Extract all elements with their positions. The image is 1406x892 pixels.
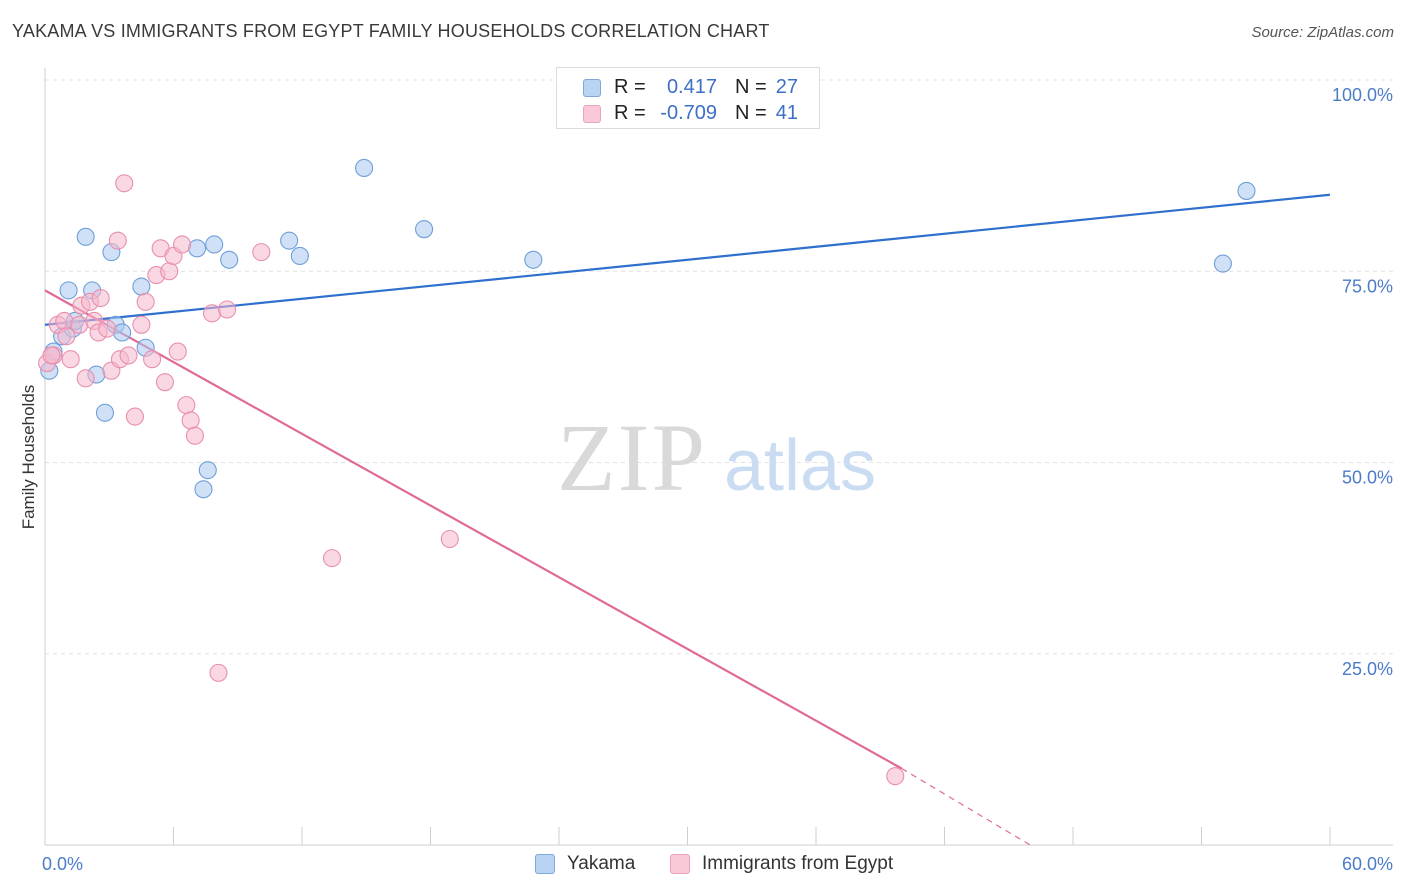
point-egypt — [55, 311, 74, 331]
point-egypt — [185, 426, 204, 445]
data-points — [38, 158, 1256, 786]
point-yakama — [198, 461, 217, 480]
point-egypt — [98, 319, 117, 338]
legend-n-label: N = — [735, 102, 767, 124]
legend-r-label: R = — [614, 102, 646, 124]
legend-label-yakama: Yakama — [567, 853, 636, 874]
point-yakama — [132, 277, 151, 296]
point-egypt — [173, 235, 192, 254]
point-egypt — [76, 369, 95, 388]
legend-r-label: R = — [614, 76, 646, 98]
point-yakama — [205, 235, 224, 254]
point-egypt — [886, 767, 905, 786]
point-yakama — [95, 403, 115, 422]
legend-swatch-yakama — [535, 854, 555, 874]
y-tick-label: 100.0% — [1332, 85, 1393, 105]
point-yakama — [280, 231, 299, 250]
series-legend: Yakama Immigrants from Egypt — [0, 851, 1406, 879]
point-egypt — [155, 373, 174, 392]
point-yakama — [113, 323, 132, 342]
trend-line-yakama — [44, 193, 1331, 326]
chart-title: YAKAMA VS IMMIGRANTS FROM EGYPT FAMILY H… — [12, 21, 770, 41]
tick-labels: 25.0% 50.0% 75.0% 100.0% 0.0% 60.0% — [42, 85, 1393, 874]
legend-label-egypt: Immigrants from Egypt — [702, 853, 894, 874]
legend-n-value-egypt: 41 — [775, 102, 798, 124]
point-egypt — [209, 663, 228, 682]
trend-line-egypt — [44, 289, 903, 770]
point-egypt — [177, 396, 196, 415]
point-egypt — [181, 411, 200, 430]
y-axis-label: Family Households — [19, 385, 38, 530]
point-yakama — [188, 239, 207, 258]
point-yakama — [76, 227, 95, 246]
point-egypt — [42, 346, 61, 365]
point-egypt — [119, 346, 138, 365]
legend-swatch-egypt — [670, 854, 690, 874]
point-egypt — [132, 315, 151, 334]
axes — [44, 68, 1393, 846]
legend-swatch-yakama — [583, 79, 601, 97]
source-label: Source: ZipAtlas.com — [1251, 24, 1394, 41]
point-egypt — [143, 350, 162, 369]
point-yakama — [290, 246, 309, 265]
point-yakama — [355, 158, 374, 178]
point-egypt — [252, 243, 271, 262]
point-egypt — [125, 407, 144, 426]
legend-r-value-yakama: 0.417 — [666, 76, 717, 98]
watermark-atlas: atlas — [724, 426, 876, 506]
watermark-zip: ZIP — [557, 404, 707, 511]
point-egypt — [160, 262, 179, 281]
y-tick-label: 50.0% — [1342, 468, 1393, 488]
gridlines — [45, 79, 1393, 655]
y-tick-label: 25.0% — [1342, 659, 1393, 679]
point-yakama — [524, 250, 543, 269]
x-tick-label: 60.0% — [1342, 854, 1393, 874]
y-tick-label: 75.0% — [1342, 276, 1393, 296]
point-yakama — [1213, 254, 1232, 273]
trend-lines — [44, 193, 1331, 846]
point-egypt — [61, 350, 80, 369]
point-egypt — [136, 292, 155, 311]
legend-n-label: N = — [735, 76, 767, 98]
point-yakama — [220, 250, 239, 269]
correlation-legend: R = 0.417 N = 27 R = -0.709 N = 41 — [556, 67, 820, 129]
point-egypt — [91, 288, 110, 308]
legend-swatch-egypt — [583, 105, 601, 123]
legend-n-value-yakama: 27 — [775, 76, 798, 98]
point-yakama — [194, 480, 213, 499]
point-yakama — [415, 220, 434, 239]
point-egypt — [322, 549, 342, 568]
point-egypt — [70, 315, 89, 334]
point-yakama — [59, 281, 78, 300]
watermark: ZIP atlas — [557, 404, 876, 511]
x-tick-label: 0.0% — [42, 854, 83, 874]
point-egypt — [203, 304, 222, 323]
trend-line-egypt-extension — [901, 767, 1031, 846]
point-yakama — [1237, 181, 1256, 200]
point-egypt — [115, 174, 134, 193]
point-egypt — [217, 300, 237, 319]
point-egypt — [57, 327, 76, 346]
legend-r-value-egypt: -0.709 — [660, 102, 717, 124]
point-egypt — [108, 231, 127, 250]
point-egypt — [440, 529, 459, 549]
point-egypt — [168, 342, 187, 361]
